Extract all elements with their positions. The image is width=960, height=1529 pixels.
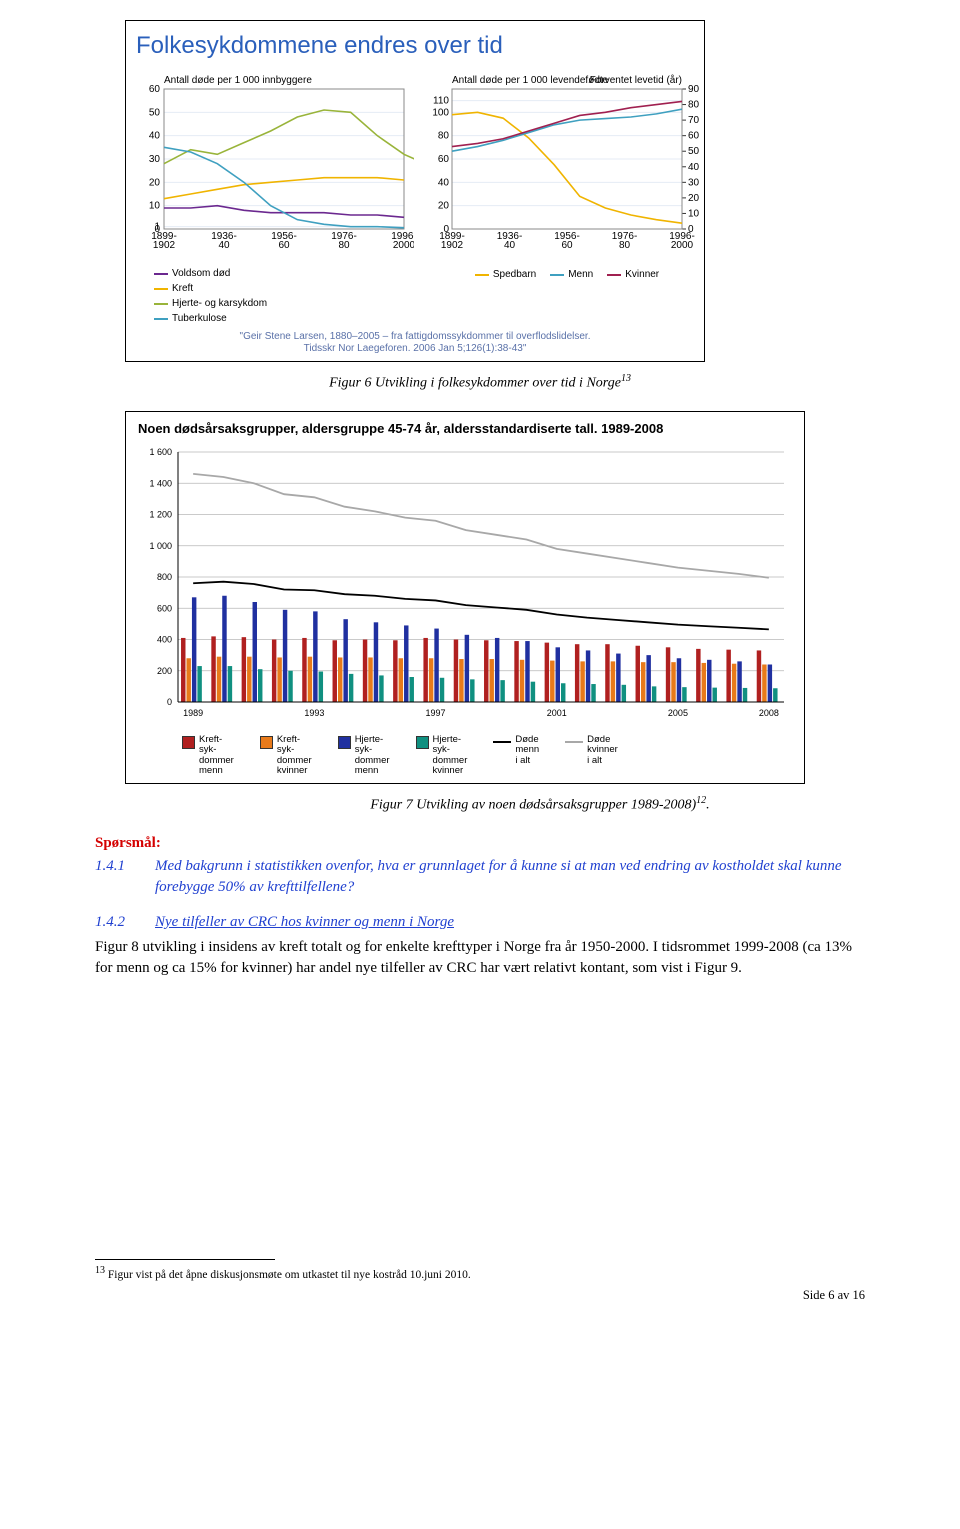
question-heading: Spørsmål: bbox=[95, 833, 865, 854]
svg-text:40: 40 bbox=[504, 240, 516, 251]
chart-b-legend: SpedbarnMennKvinner bbox=[422, 266, 712, 284]
figure-2-svg: 0 200 400 600 800 1 000 1 200 1 400 1 600 1989 199… bbox=[134, 444, 794, 724]
svg-text:1902: 1902 bbox=[153, 240, 176, 251]
caption-2-text: Figur 7 Utvikling av noen dødsårsaksgrup… bbox=[370, 797, 696, 812]
figure-1-panel: Folkesykdommene endres over tid 01102030… bbox=[125, 20, 705, 362]
svg-text:70: 70 bbox=[688, 115, 700, 126]
footnote-rule bbox=[95, 1259, 275, 1260]
figure-2-caption: Figur 7 Utvikling av noen dødsårsaksgrup… bbox=[215, 794, 865, 815]
figure-2-title: Noen dødsårsaksgrupper, aldersgruppe 45-… bbox=[134, 418, 796, 444]
svg-text:1 600: 1 600 bbox=[149, 447, 172, 457]
figure-1-title: Folkesykdommene endres over tid bbox=[134, 27, 696, 69]
svg-text:100: 100 bbox=[432, 107, 449, 118]
svg-text:30: 30 bbox=[149, 154, 161, 165]
figure-2-panel: Noen dødsårsaksgrupper, aldersgruppe 45-… bbox=[125, 411, 805, 784]
svg-text:2000: 2000 bbox=[671, 240, 694, 251]
figure-1-citation: "Geir Stene Larsen, 1880–2005 – fra fatt… bbox=[134, 327, 696, 357]
caption-1-text: Figur 6 Utvikling i folkesykdommer over … bbox=[329, 375, 621, 390]
figure-1-caption: Figur 6 Utvikling i folkesykdommer over … bbox=[95, 372, 865, 393]
svg-text:60: 60 bbox=[438, 154, 450, 165]
chart-b: 02040608010011001020304050607080901899-1… bbox=[422, 69, 712, 284]
question-2-heading: Nye tilfeller av CRC hos kvinner og menn… bbox=[155, 912, 454, 933]
svg-text:200: 200 bbox=[157, 666, 172, 676]
svg-text:80: 80 bbox=[338, 240, 350, 251]
chart-a: 011020304050601899-19021936-401956-60197… bbox=[134, 69, 414, 327]
svg-text:1989: 1989 bbox=[183, 708, 203, 718]
footnote: 13 Figur vist på det åpne diskusjonsmøte… bbox=[95, 1264, 865, 1283]
citation-line-2: Tidsskr Nor Laegeforen. 2006 Jan 5;126(1… bbox=[304, 343, 527, 354]
svg-text:80: 80 bbox=[688, 99, 700, 110]
svg-text:60: 60 bbox=[561, 240, 573, 251]
svg-text:1 400: 1 400 bbox=[149, 478, 172, 488]
svg-text:80: 80 bbox=[619, 240, 631, 251]
svg-text:1 200: 1 200 bbox=[149, 510, 172, 520]
svg-text:1993: 1993 bbox=[304, 708, 324, 718]
footnote-num: 13 bbox=[95, 1265, 105, 1276]
svg-text:50: 50 bbox=[149, 107, 161, 118]
svg-text:1997: 1997 bbox=[426, 708, 446, 718]
svg-text:40: 40 bbox=[688, 161, 700, 172]
svg-text:800: 800 bbox=[157, 572, 172, 582]
svg-text:50: 50 bbox=[688, 146, 700, 157]
figure-2-legend: Kreft-syk-dommermennKreft-syk-dommerkvin… bbox=[134, 731, 796, 779]
question-1-num: 1.4.1 bbox=[95, 856, 135, 898]
svg-text:30: 30 bbox=[688, 177, 700, 188]
svg-text:40: 40 bbox=[149, 130, 161, 141]
svg-text:90: 90 bbox=[688, 84, 700, 95]
svg-text:Antall døde per 1 000 innbygge: Antall døde per 1 000 innbyggere bbox=[164, 75, 312, 86]
footnote-text: Figur vist på det åpne diskusjonsmøte om… bbox=[105, 1269, 471, 1281]
question-1: 1.4.1 Med bakgrunn i statistikken ovenfo… bbox=[95, 856, 865, 898]
svg-text:80: 80 bbox=[438, 130, 450, 141]
question-1-text: Med bakgrunn i statistikken ovenfor, hva… bbox=[155, 856, 865, 898]
svg-text:40: 40 bbox=[218, 240, 230, 251]
svg-text:2000: 2000 bbox=[393, 240, 414, 251]
chart-a-legend: Voldsom dødKreftHjerte- og karsykdomTube… bbox=[134, 267, 414, 326]
figure-1-charts: 011020304050601899-19021936-401956-60197… bbox=[134, 69, 696, 327]
svg-text:40: 40 bbox=[438, 177, 450, 188]
svg-text:2001: 2001 bbox=[547, 708, 567, 718]
question-2: 1.4.2 Nye tilfeller av CRC hos kvinner o… bbox=[95, 912, 865, 933]
svg-text:60: 60 bbox=[688, 130, 700, 141]
svg-text:600: 600 bbox=[157, 603, 172, 613]
page-number: Side 6 av 16 bbox=[95, 1287, 865, 1305]
svg-text:2008: 2008 bbox=[759, 708, 779, 718]
caption-1-sup: 13 bbox=[621, 373, 631, 384]
svg-text:0: 0 bbox=[167, 697, 172, 707]
caption-2-sup: 12 bbox=[696, 795, 706, 806]
svg-text:Forventet levetid (år): Forventet levetid (år) bbox=[590, 74, 682, 86]
body-paragraph: Figur 8 utvikling i insidens av kreft to… bbox=[95, 937, 865, 979]
svg-text:1902: 1902 bbox=[441, 240, 464, 251]
svg-text:10: 10 bbox=[149, 200, 161, 211]
chart-b-svg: 02040608010011001020304050607080901899-1… bbox=[422, 69, 712, 259]
svg-text:Antall døde per 1 000 levendef: Antall døde per 1 000 levendefødte bbox=[452, 75, 609, 86]
citation-line-1: "Geir Stene Larsen, 1880–2005 – fra fatt… bbox=[240, 331, 591, 342]
chart-a-svg: 011020304050601899-19021936-401956-60197… bbox=[134, 69, 414, 259]
svg-text:2005: 2005 bbox=[668, 708, 688, 718]
svg-text:1 000: 1 000 bbox=[149, 541, 172, 551]
question-2-num: 1.4.2 bbox=[95, 912, 135, 933]
svg-text:20: 20 bbox=[149, 177, 161, 188]
svg-text:60: 60 bbox=[149, 84, 161, 95]
svg-text:10: 10 bbox=[688, 208, 700, 219]
svg-text:110: 110 bbox=[433, 95, 449, 106]
svg-text:20: 20 bbox=[438, 200, 450, 211]
svg-text:400: 400 bbox=[157, 635, 172, 645]
svg-text:60: 60 bbox=[278, 240, 290, 251]
svg-text:20: 20 bbox=[688, 192, 700, 203]
